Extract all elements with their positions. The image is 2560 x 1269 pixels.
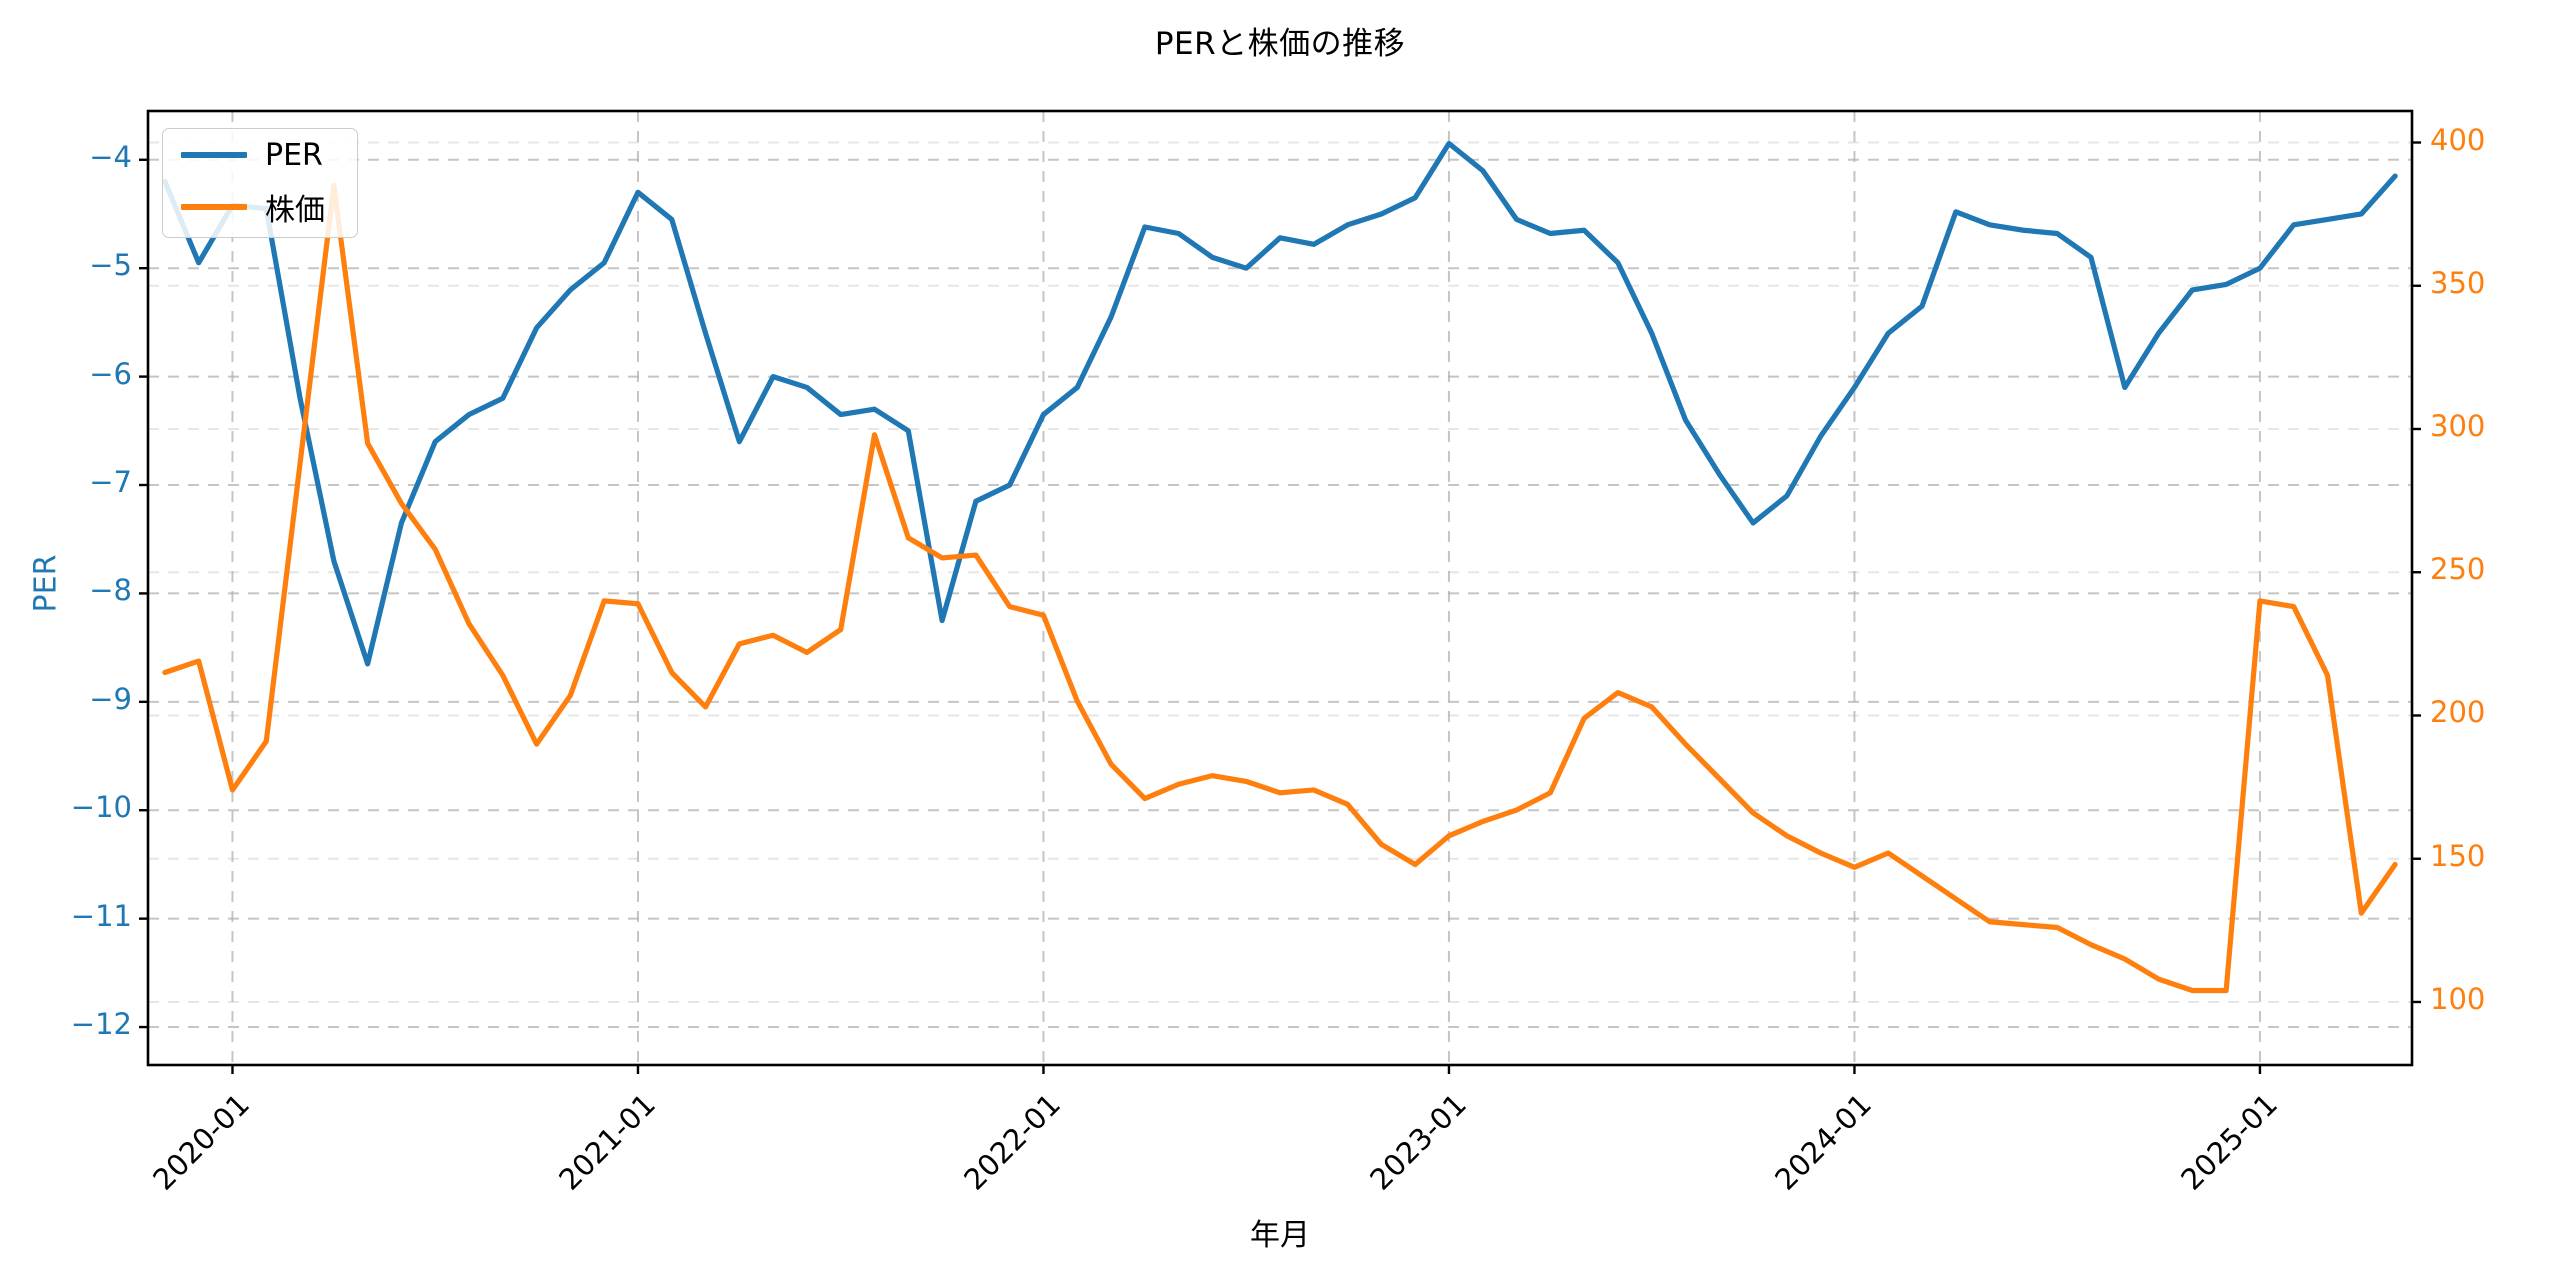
legend-swatch-per [181,152,247,158]
gridlines [148,111,2412,1065]
y-axis-right-tick-label: 300 [2430,409,2486,443]
y-axis-left-tick-label: −11 [70,898,132,933]
chart-title: PERと株価の推移 [1154,26,1406,62]
x-axis-label: 年月 [1250,1218,1310,1253]
y-axis-left-tick-label: −6 [89,356,132,391]
y-axis-left-tick-label: −4 [89,139,132,174]
y-axis-left-tick-label: −7 [89,465,132,499]
legend-label-kabuka: 株価 [265,193,325,228]
legend-swatch-kabuka [181,204,247,210]
y-axis-right-tick-label: 150 [2430,838,2486,873]
y-axis-left-label: PER [28,554,64,613]
y-axis-left-tick-label: −8 [89,573,132,608]
plot-frame [146,109,2414,1067]
y-axis-left-tick-label: −10 [70,790,132,825]
y-axis-right-tick-label: 100 [2430,981,2486,1016]
legend-label-per: PER [265,137,323,173]
y-axis-left-tick-label: −12 [70,1007,132,1042]
y-axis-right-tick-label: 400 [2430,122,2486,157]
data-lines [162,140,2398,994]
y-axis-left-tick-label: −5 [89,248,132,283]
y-axis-right-tick-label: 350 [2430,265,2486,300]
chart-legend: PER 株価 [162,128,358,238]
y-axis-right-tick-label: 250 [2430,552,2486,587]
tick-marks [139,141,2421,1074]
legend-item-per: PER [163,129,357,181]
legend-item-kabuka: 株価 [163,181,357,233]
y-axis-right-tick-label: 200 [2430,695,2486,730]
y-axis-left-tick-label: −9 [89,681,132,716]
